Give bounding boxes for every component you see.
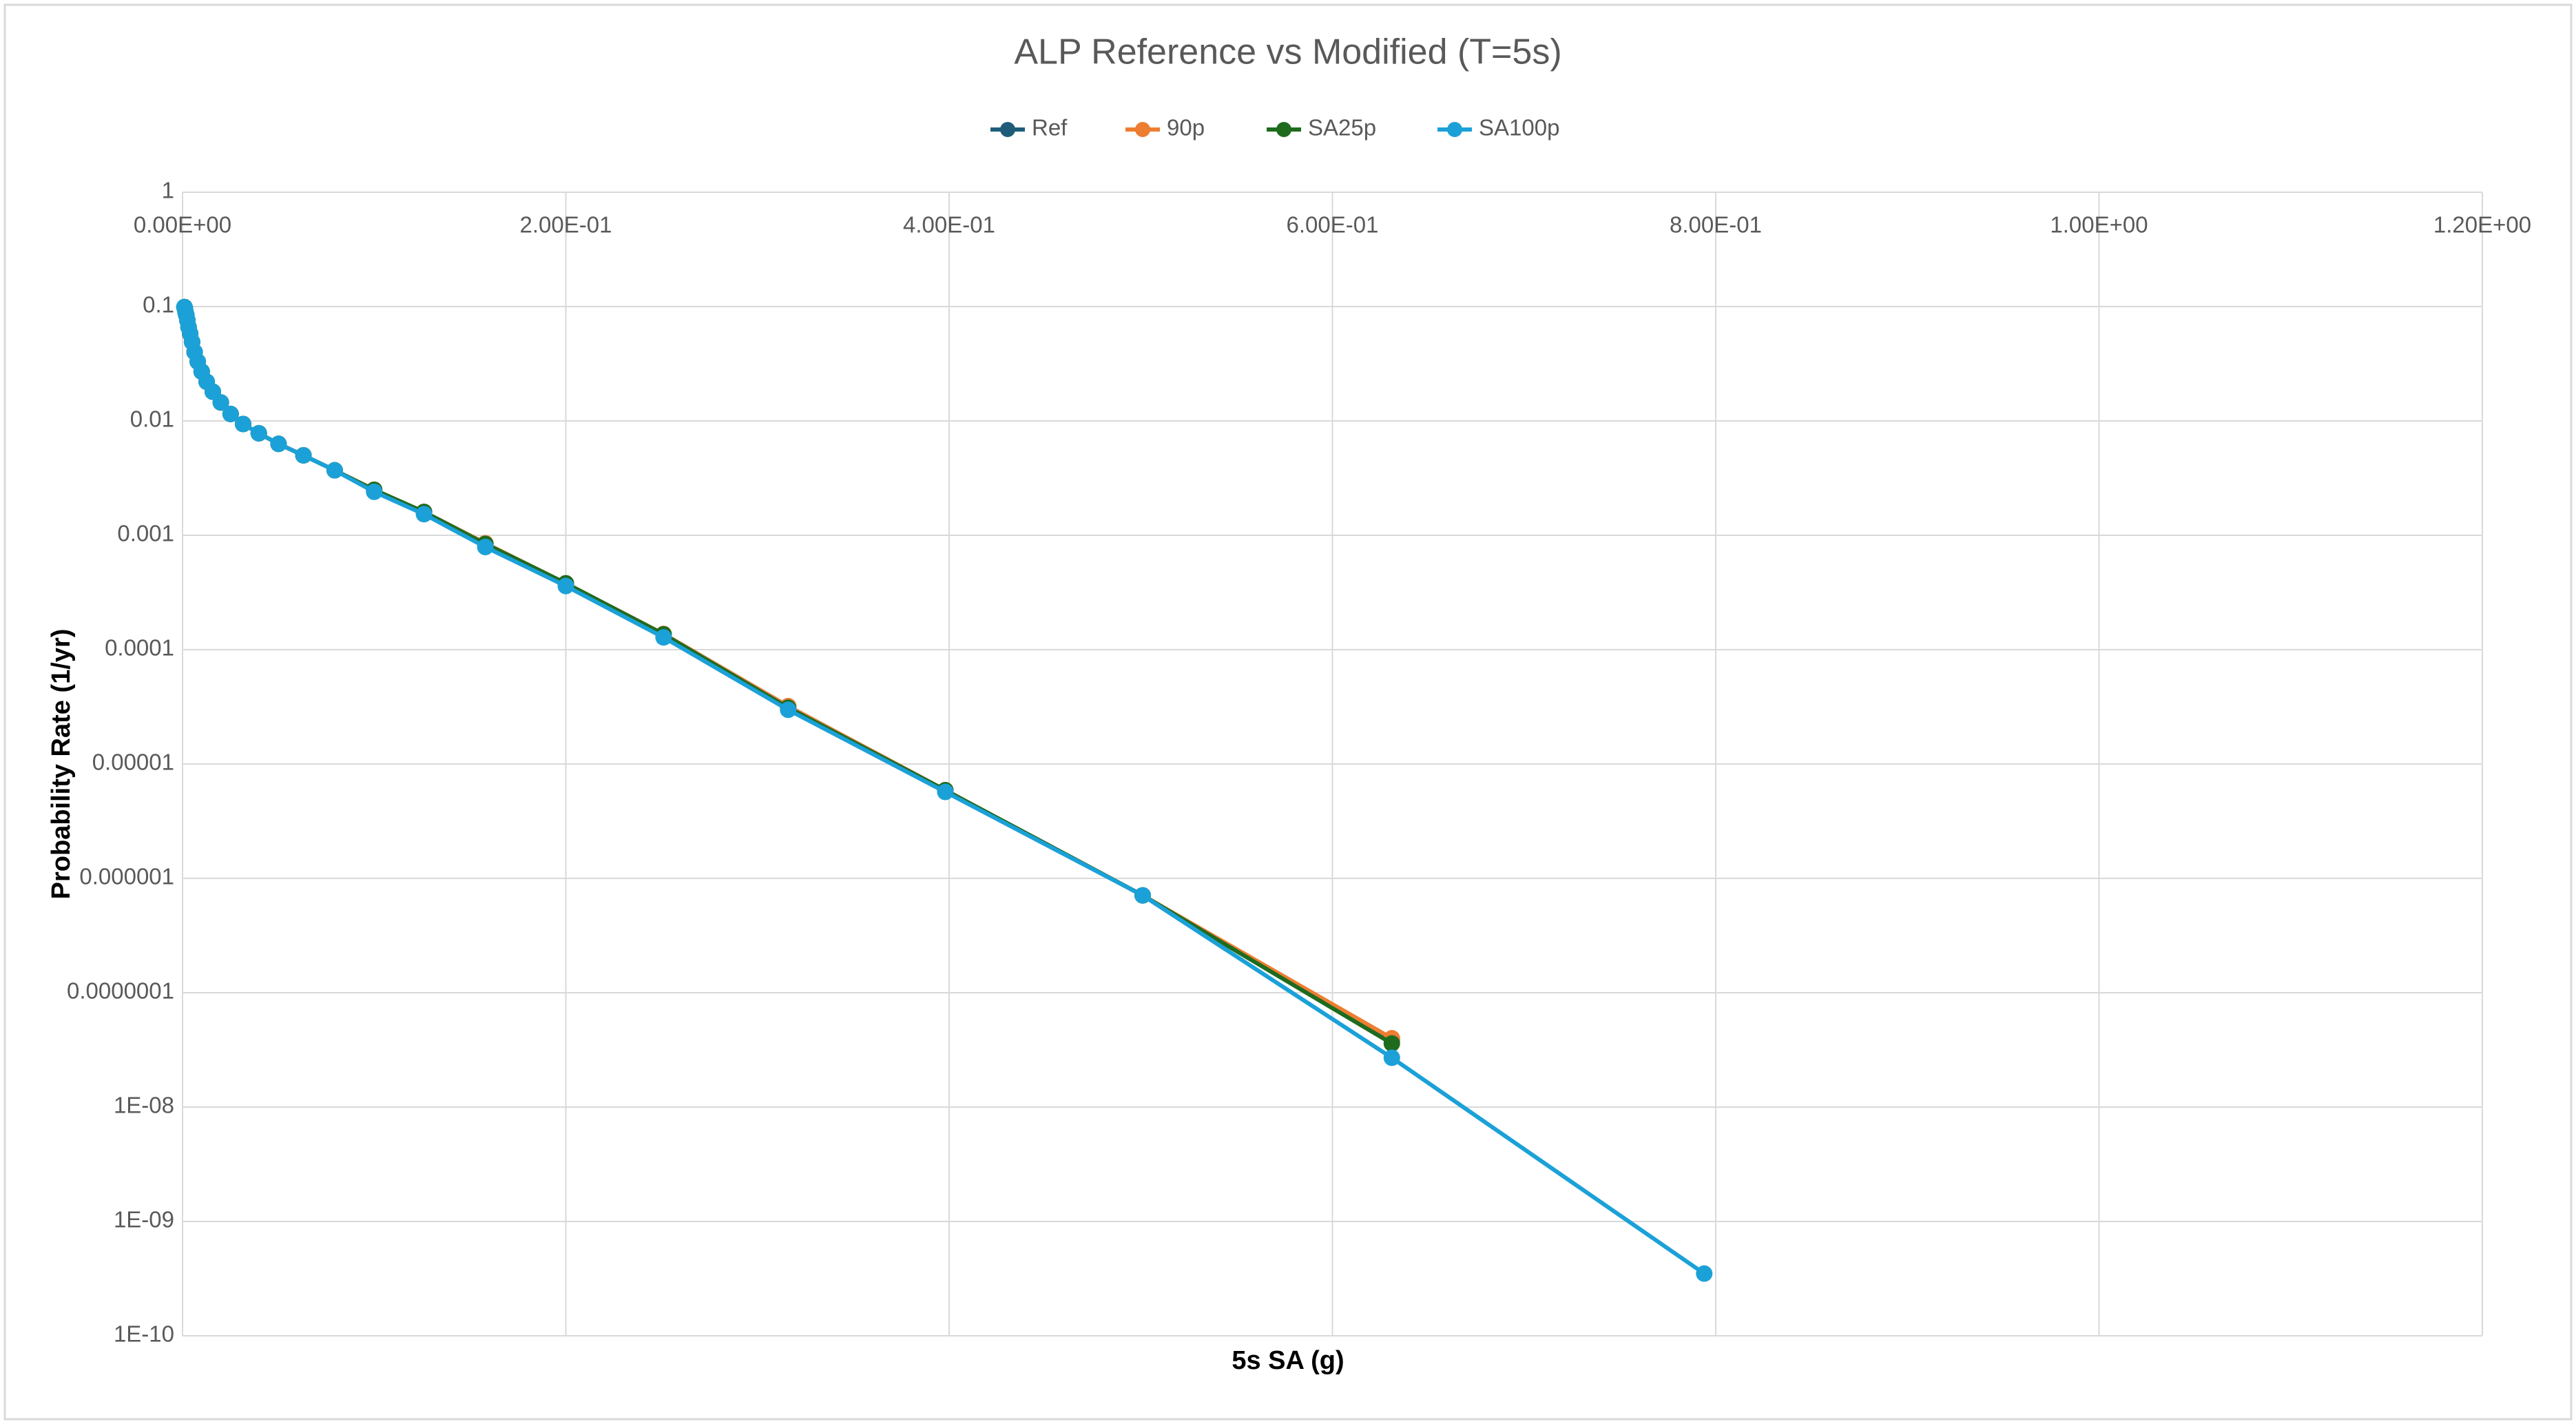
point	[655, 629, 672, 646]
point	[366, 483, 383, 500]
legend-marker	[1000, 122, 1015, 137]
x-tick-label: 1.00E+00	[2050, 212, 2148, 238]
x-tick-label: 8.00E-01	[1670, 212, 1762, 238]
y-tick-label: 0.0000001	[67, 978, 174, 1004]
point	[780, 701, 797, 719]
legend-marker	[1447, 122, 1462, 137]
y-tick-label: 1E-08	[114, 1093, 174, 1118]
x-tick-label: 2.00E-01	[520, 212, 612, 238]
y-tick-label: 0.0001	[105, 635, 174, 661]
point	[270, 435, 287, 453]
y-tick-label: 1E-10	[114, 1321, 174, 1347]
legend-marker	[1276, 122, 1291, 137]
chart-title: ALP Reference vs Modified (T=5s)	[1014, 32, 1561, 72]
legend-label: Ref	[1032, 115, 1068, 141]
legend-item: Ref	[990, 115, 1068, 141]
point	[326, 462, 343, 479]
x-tick-label: 1.20E+00	[2433, 212, 2531, 238]
legend-label: 90p	[1167, 115, 1205, 141]
legend-item: 90p	[1125, 115, 1205, 141]
point	[222, 405, 239, 422]
y-tick-label: 0.1	[143, 292, 174, 318]
point	[1696, 1265, 1713, 1282]
point	[234, 415, 251, 433]
point	[557, 577, 574, 595]
legend-label: SA100p	[1479, 115, 1559, 141]
x-tick-label: 6.00E-01	[1287, 212, 1379, 238]
point	[477, 538, 494, 555]
y-tick-label: 0.00001	[92, 750, 174, 775]
point	[295, 446, 312, 464]
point	[1134, 887, 1152, 904]
y-tick-label: 0.01	[130, 406, 174, 432]
chart-frame	[3, 3, 2573, 1421]
legend-marker	[1135, 122, 1150, 137]
x-axis-title: 5s SA (g)	[1232, 1346, 1344, 1375]
y-axis-title: Probability Rate (1/yr)	[47, 629, 76, 900]
point	[1383, 1049, 1400, 1066]
y-tick-label: 0.001	[117, 521, 174, 546]
point	[212, 394, 229, 411]
x-tick-label: 0.00E+00	[134, 212, 231, 238]
y-tick-label: 1E-09	[114, 1207, 174, 1232]
legend-item: SA100p	[1437, 115, 1559, 141]
x-tick-label: 4.00E-01	[903, 212, 995, 238]
legend-label: SA25p	[1308, 115, 1376, 141]
y-tick-label: 0.000001	[79, 864, 174, 889]
legend-item: SA25p	[1267, 115, 1376, 141]
point	[937, 783, 954, 801]
y-tick-label: 1	[162, 178, 174, 203]
point	[1383, 1035, 1400, 1052]
point	[250, 424, 267, 442]
point	[415, 506, 433, 523]
